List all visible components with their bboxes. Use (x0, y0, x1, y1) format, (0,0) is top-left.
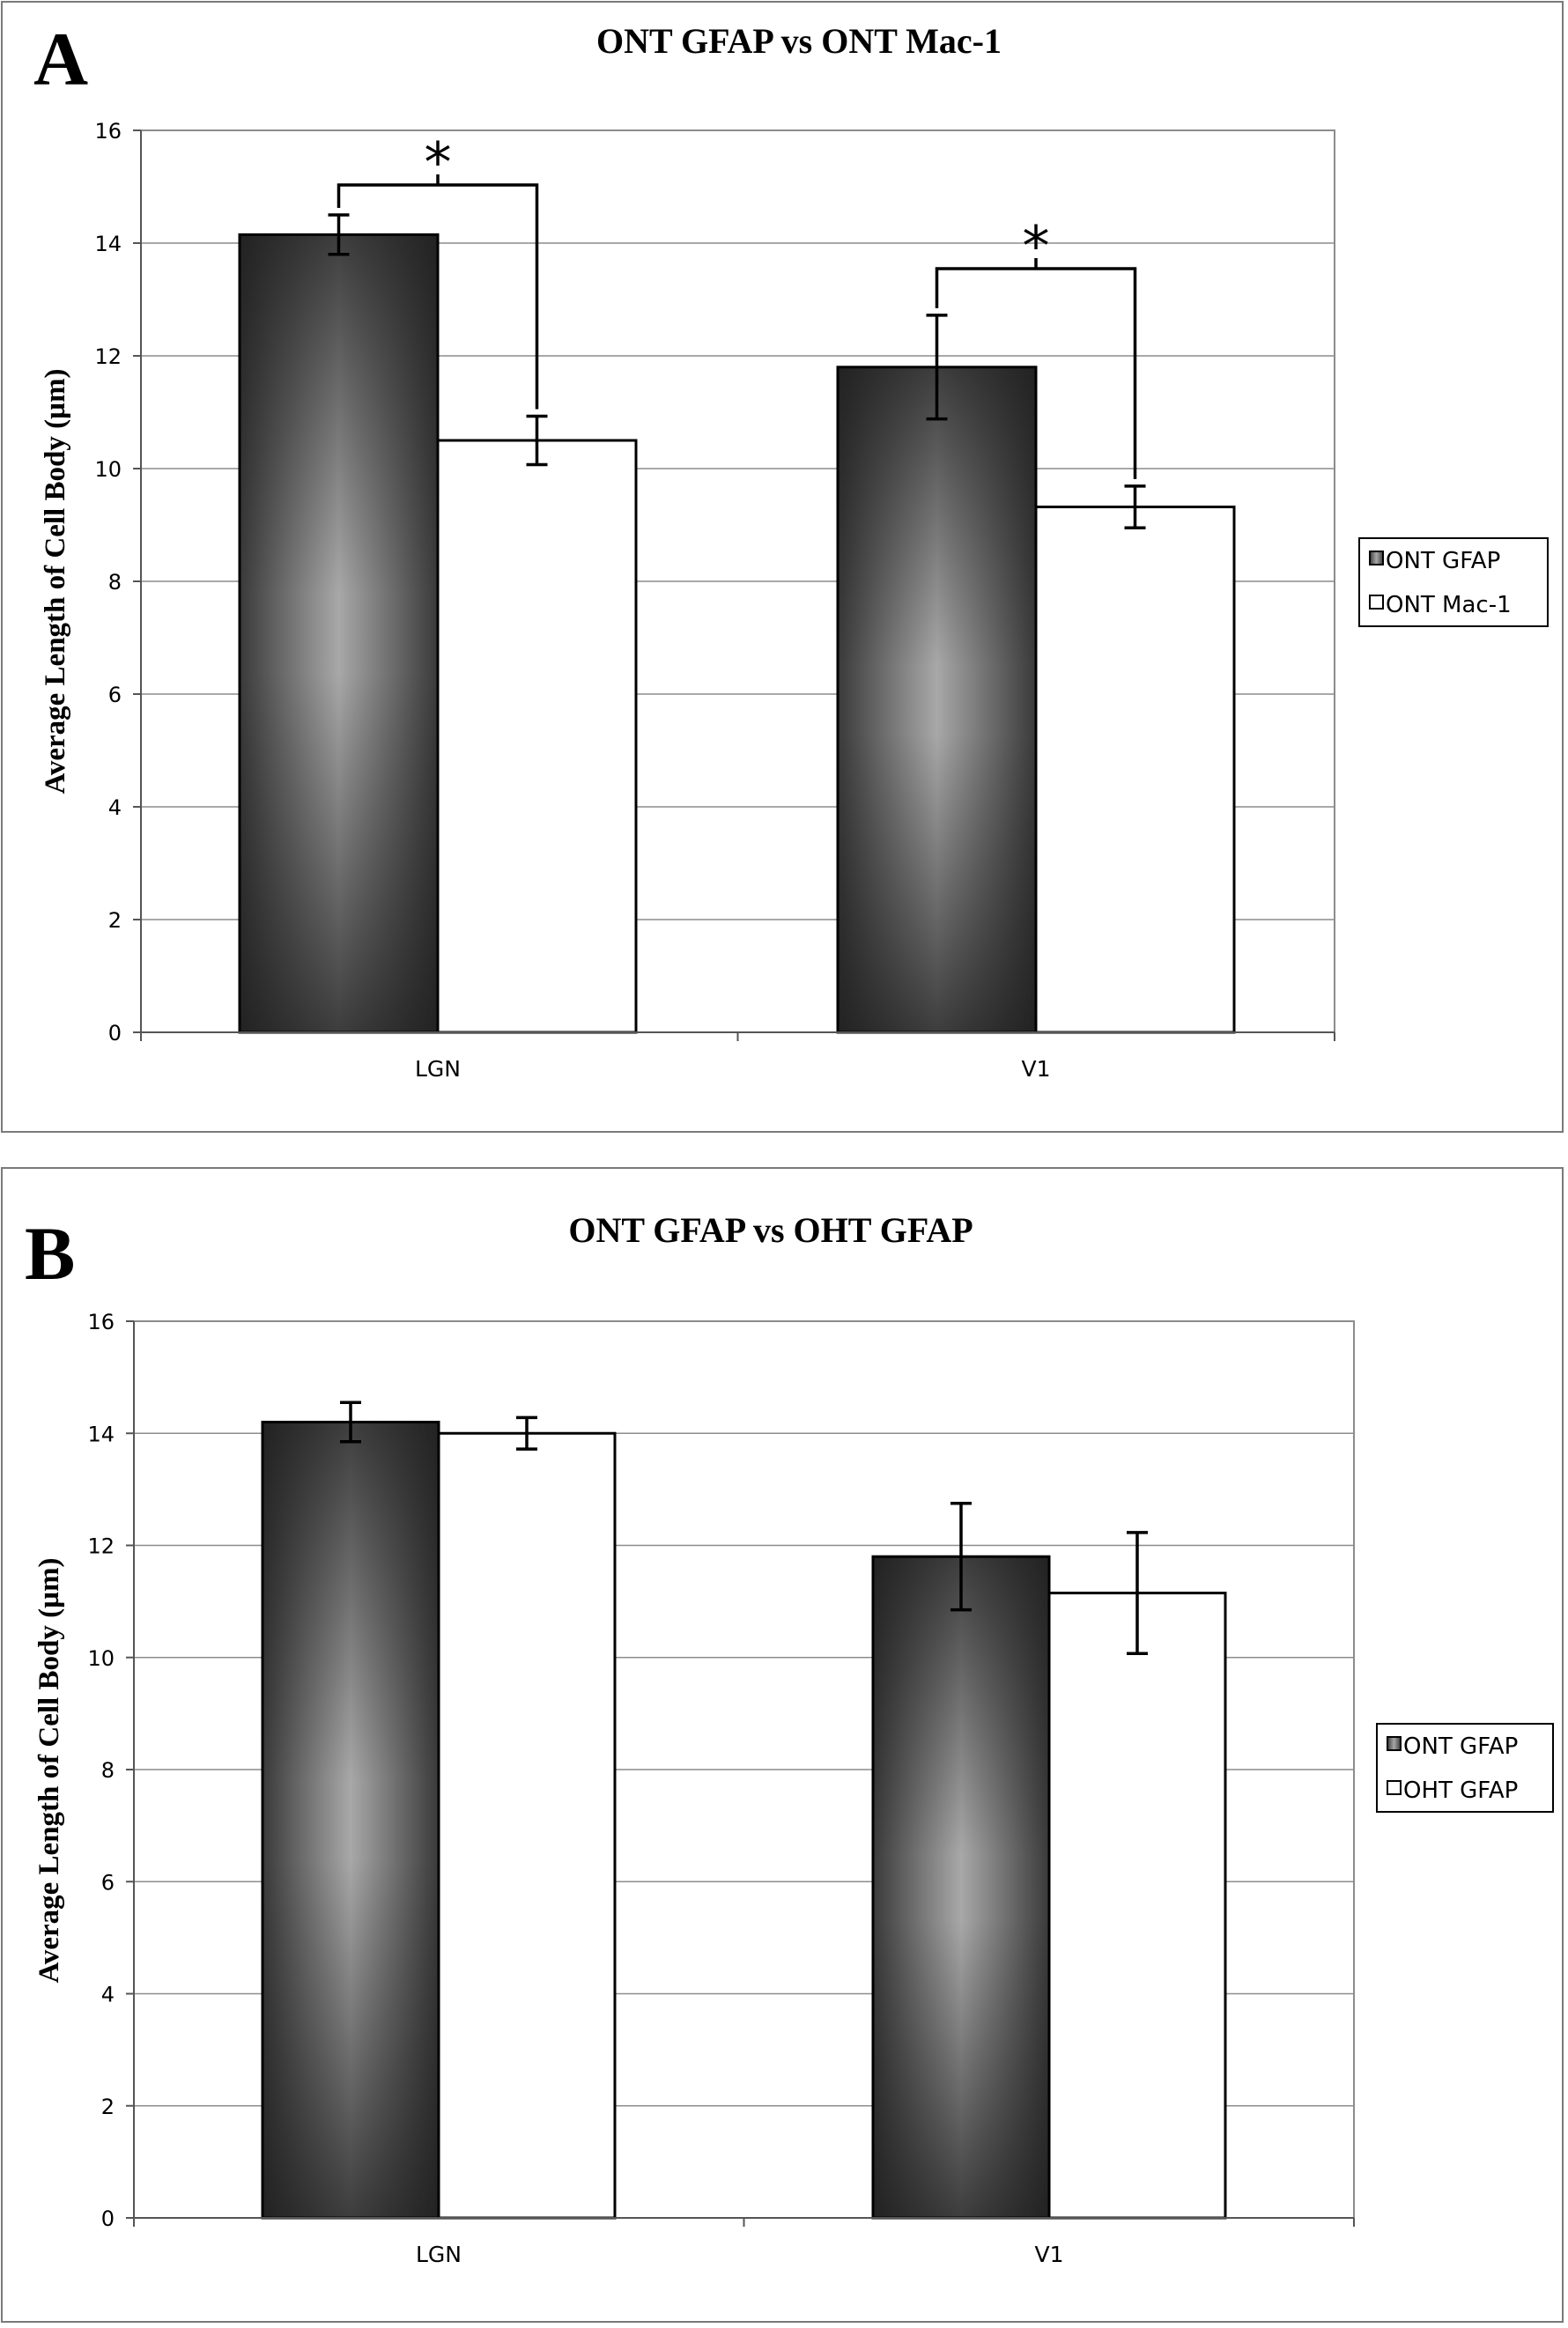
panel-a-legend-box (1358, 537, 1549, 627)
panel-a-legend-label-ont-gfap: ONT GFAP (1386, 548, 1500, 574)
panel-a-bar-ont-gfap-v1 (836, 366, 1038, 1034)
panel-b-legend-swatch-oht-gfap (1387, 1780, 1402, 1795)
panel-b-axes: 0 2 4 6 8 10 12 14 16 LGN V1 (87, 1310, 1355, 2267)
panel-a-y-tick-label: 14 (94, 232, 122, 256)
panel-b-title: ONT GFAP vs OHT GFAP (568, 1210, 973, 1250)
panel-a-y-tick-label: 0 (108, 1021, 122, 1046)
panel-a-error-bar-ont-gfap-lgn (328, 213, 350, 256)
panel-a-bar-ont-mac-1-v1 (1034, 506, 1236, 1034)
panel-a-y-tick-label: 8 (108, 570, 122, 595)
panel-a: A ONT GFAP vs ONT Mac-1 ** 0246810121416… (1, 1, 1564, 1133)
panel-a-y-tick-label: 6 (108, 683, 122, 707)
panel-a-bar-ont-gfap-lgn-shade (240, 234, 438, 1032)
panel-b-y-tick-label: 14 (87, 1422, 115, 1446)
panel-a-y-axis-label: Average Length of Cell Body (µm) (40, 368, 71, 794)
panel-a-legend-label-ont-mac-1: ONT Mac-1 (1386, 592, 1512, 618)
panel-b-legend: ONT GFAP OHT GFAP (1376, 1723, 1554, 1813)
panel-a-bar-ont-mac-1-lgn (436, 439, 638, 1034)
panel-a-legend-swatch-ont-mac-1 (1369, 595, 1384, 610)
panel-a-title: ONT GFAP vs ONT Mac-1 (596, 21, 1002, 61)
panel-b-x-tick-label-lgn: LGN (416, 2242, 462, 2267)
panel-a-x-tick-label-v1: V1 (1021, 1056, 1050, 1082)
panel-b-legend-label-oht-gfap: OHT GFAP (1403, 1777, 1518, 1804)
panel-a-y-tick-label: 10 (94, 457, 122, 482)
panel-a-significance-bracket-v1 (935, 258, 1137, 479)
panel-b-x-tick-label-v1: V1 (1034, 2242, 1063, 2267)
panel-b-bar-ont-gfap-v1 (871, 1555, 1051, 2220)
panel-b-legend-box (1376, 1723, 1554, 1813)
panel-b-letter: B (25, 1211, 75, 1296)
panel-b-bar-oht-gfap-v1 (1047, 1592, 1227, 2220)
panel-b-y-tick-label: 16 (87, 1310, 115, 1334)
panel-a-legend-swatch-ont-gfap (1369, 551, 1384, 565)
panel-b-bar-oht-gfap-lgn (437, 1431, 617, 2220)
panel-a-y-tick-label: 16 (94, 119, 122, 144)
panel-a-bar-ont-gfap-v1-shade (838, 366, 1036, 1032)
panel-b-error-bar-ont-gfap-v1 (950, 1502, 972, 1612)
panel-b-bars (261, 1400, 1227, 2220)
panel-b-y-tick-label: 6 (101, 1870, 115, 1895)
panel-b-y-axis-label: Average Length of Cell Body (µm) (33, 1557, 65, 1983)
panel-a-legend: ONT GFAP ONT Mac-1 (1358, 537, 1549, 627)
panel-a-significance-bracket-lgn (337, 174, 539, 410)
panel-b-y-tick-label: 0 (101, 2206, 115, 2231)
panel-a-letter: A (33, 17, 88, 101)
panel-b-bar-ont-gfap-v1-shade (873, 1556, 1049, 2218)
panel-b-y-tick-label: 2 (101, 2095, 115, 2119)
panel-a-x-tick-label-lgn: LGN (415, 1056, 461, 1082)
panel-b-bar-ont-gfap-lgn (261, 1421, 440, 2220)
panel-a-significance-star-v1: * (1023, 214, 1050, 278)
panel-b-y-tick-label: 8 (101, 1758, 115, 1783)
panel-b-legend-swatch-ont-gfap (1387, 1736, 1402, 1751)
panel-a-y-tick-label: 4 (108, 795, 122, 820)
panel-a-y-tick-label: 12 (94, 344, 122, 369)
panel-b-y-tick-label: 10 (87, 1646, 115, 1671)
panel-a-error-bar-ont-mac-1-v1 (1124, 484, 1146, 529)
panel-a-error-bar-ont-mac-1-lgn (526, 414, 548, 467)
panel-a-error-bar-ont-gfap-v1 (926, 314, 948, 421)
panel-a-axes: 0 2 4 6 8 10 12 14 16 LGN V1 (94, 119, 1335, 1082)
panel-b-bar-ont-gfap-lgn-shade (263, 1422, 439, 2218)
panel-b: B ONT GFAP vs OHT GFAP 0 2 4 6 8 10 12 14 16 LGN V… (1, 1167, 1564, 2323)
panel-b-y-tick-label: 12 (87, 1534, 115, 1559)
panel-a-y-tick-label: 2 (108, 908, 122, 933)
panel-b-error-bar-oht-gfap-v1 (1127, 1531, 1148, 1656)
panel-a-bar-ont-gfap-lgn (238, 233, 440, 1034)
panel-b-error-bar-ont-gfap-lgn (340, 1400, 361, 1444)
panel-a-significance-star-lgn: * (425, 130, 452, 195)
panel-b-error-bar-oht-gfap-lgn (516, 1415, 537, 1451)
panel-b-legend-label-ont-gfap: ONT GFAP (1403, 1733, 1518, 1760)
panel-a-significance: ** (337, 130, 1137, 479)
panel-b-y-tick-label: 4 (101, 1983, 115, 2007)
